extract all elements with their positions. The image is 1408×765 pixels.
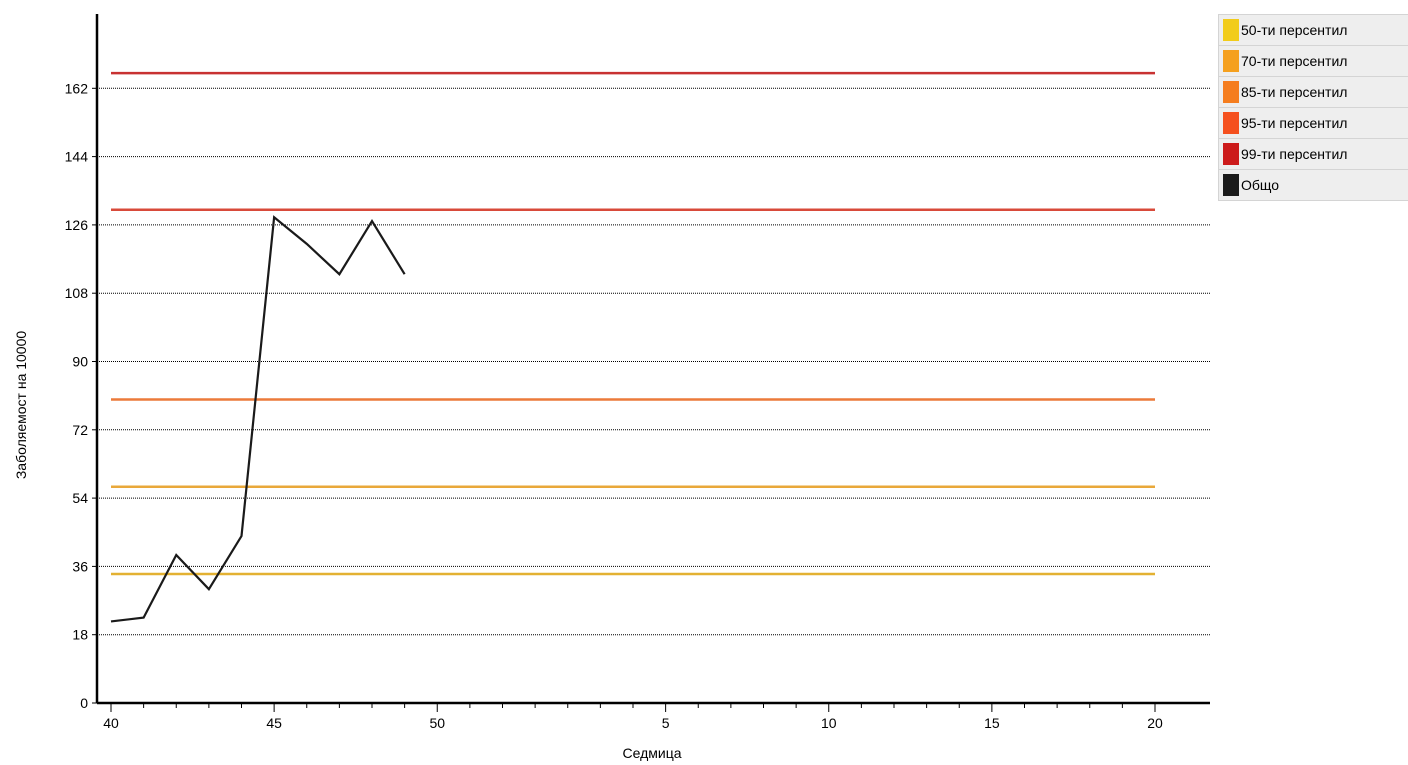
legend-swatch	[1223, 19, 1239, 41]
legend-swatch	[1223, 50, 1239, 72]
y-tick-label: 0	[80, 695, 88, 711]
grid-lines	[97, 87, 1210, 636]
chart: 0 18 36 54 72 90 108 126 144 162 40 45 50 5 10 15 20 Се…	[13, 14, 1210, 761]
y-tick-label: 18	[72, 627, 88, 643]
legend-item: 99-ти персентил	[1219, 139, 1408, 170]
total-series	[110, 215, 406, 623]
legend-swatch	[1223, 174, 1239, 196]
legend-item: Общо	[1219, 170, 1408, 201]
y-tick-label: 126	[65, 217, 89, 233]
y-tick-label: 108	[65, 285, 89, 301]
legend-item: 85-ти персентил	[1219, 77, 1408, 108]
y-tick-label: 54	[72, 490, 88, 506]
legend-swatch	[1223, 143, 1239, 165]
y-tick-label: 162	[65, 80, 89, 96]
y-tick-label: 36	[72, 558, 88, 574]
y-tick-label: 90	[72, 354, 88, 370]
y-tick-label: 144	[65, 149, 89, 165]
x-tick-label: 5	[662, 715, 670, 731]
percentile-lines	[111, 71, 1155, 576]
y-tick-label: 72	[72, 422, 88, 438]
legend: 50-ти персентил 70-ти персентил 85-ти перс…	[1218, 14, 1408, 201]
axes	[95, 14, 1210, 705]
total-line	[110, 215, 406, 623]
x-tick-label: 15	[984, 715, 1000, 731]
legend-item: 95-ти персентил	[1219, 108, 1408, 139]
x-tick-label: 45	[266, 715, 282, 731]
x-axis-ticks: 40 45 50 5 10 15 20	[103, 703, 1163, 731]
legend-swatch	[1223, 81, 1239, 103]
x-tick-label: 10	[821, 715, 837, 731]
x-tick-label: 50	[429, 715, 445, 731]
x-axis-title: Седмица	[622, 745, 681, 761]
legend-label: 99-ти персентил	[1241, 146, 1348, 162]
y-axis-ticks: 0 18 36 54 72 90 108 126 144 162	[65, 80, 97, 711]
legend-label: 85-ти персентил	[1241, 84, 1348, 100]
x-tick-label: 20	[1147, 715, 1163, 731]
x-tick-label: 40	[103, 715, 119, 731]
y-axis-title: Заболяемост на 10000	[13, 331, 29, 480]
legend-label: Общо	[1241, 177, 1280, 193]
legend-item: 70-ти персентил	[1219, 46, 1408, 77]
legend-label: 70-ти персентил	[1241, 53, 1348, 69]
legend-item: 50-ти персентил	[1219, 15, 1408, 46]
legend-label: 50-ти персентил	[1241, 22, 1348, 38]
legend-swatch	[1223, 112, 1239, 134]
legend-label: 95-ти персентил	[1241, 115, 1348, 131]
